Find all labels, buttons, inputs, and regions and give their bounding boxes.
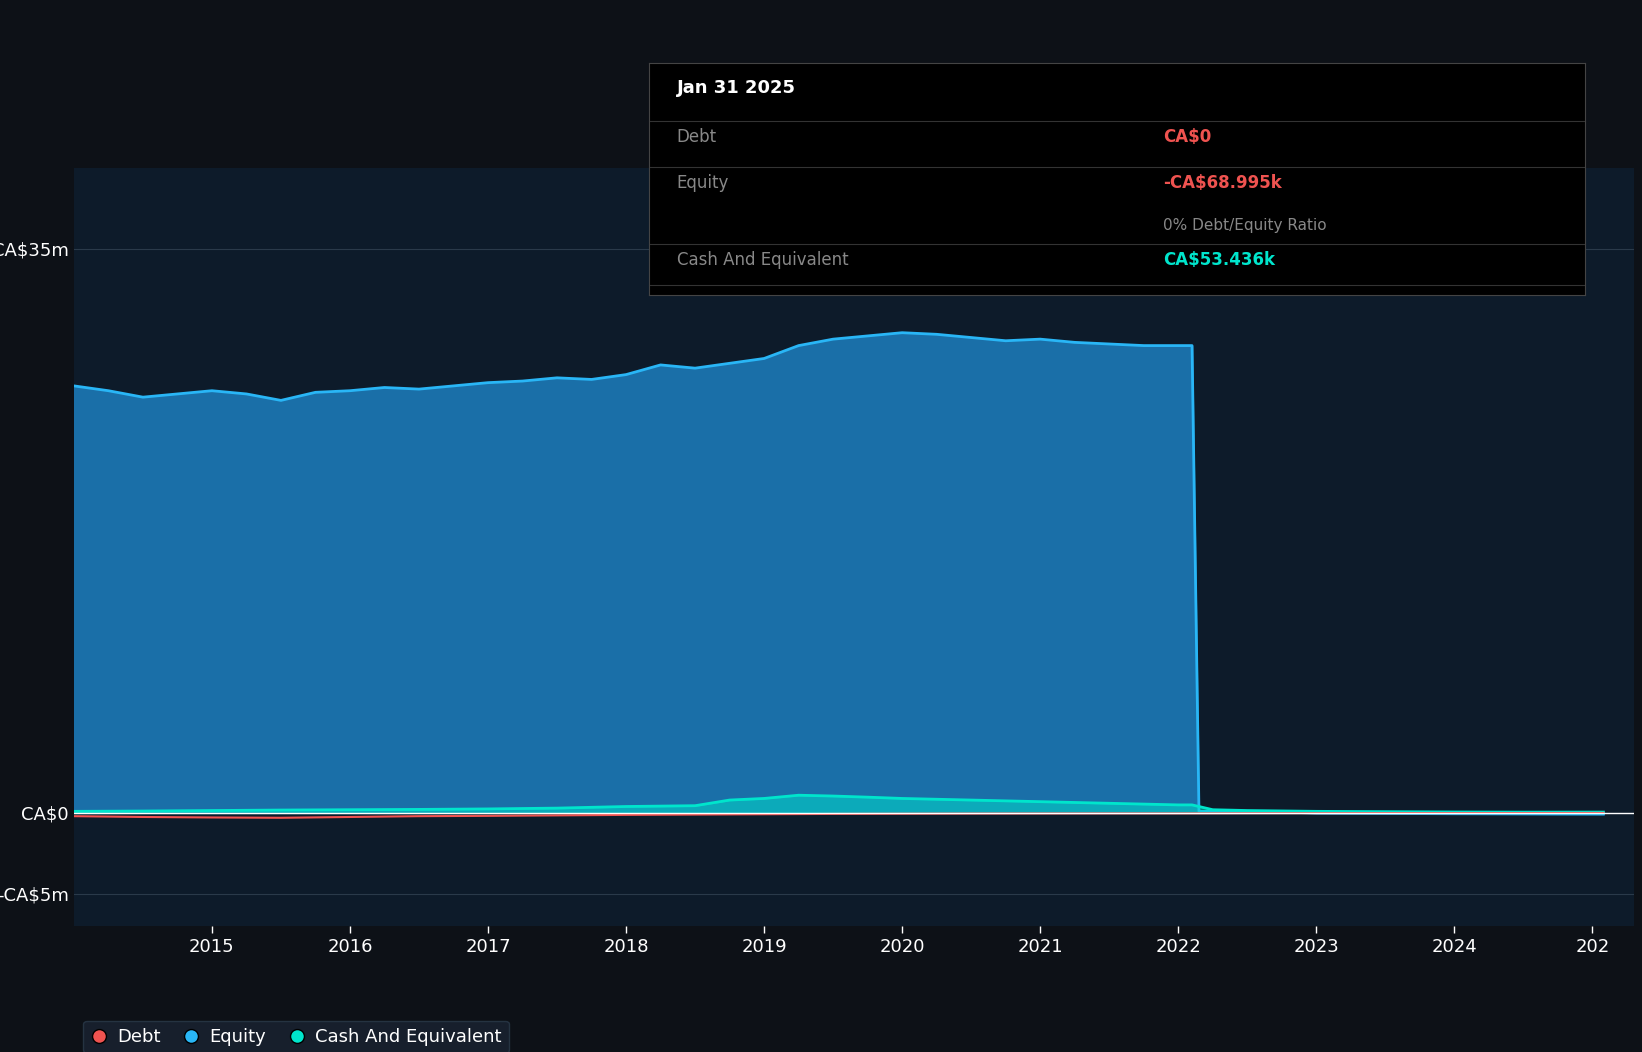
Text: -CA$68.995k: -CA$68.995k bbox=[1164, 175, 1282, 193]
Text: CA$0: CA$0 bbox=[1164, 128, 1212, 146]
Text: Jan 31 2025: Jan 31 2025 bbox=[677, 79, 796, 98]
Text: CA$53.436k: CA$53.436k bbox=[1164, 250, 1276, 268]
Text: Debt: Debt bbox=[677, 128, 718, 146]
Text: 0% Debt/Equity Ratio: 0% Debt/Equity Ratio bbox=[1164, 218, 1327, 234]
Legend: Debt, Equity, Cash And Equivalent: Debt, Equity, Cash And Equivalent bbox=[82, 1020, 509, 1052]
Text: Equity: Equity bbox=[677, 175, 729, 193]
Text: Cash And Equivalent: Cash And Equivalent bbox=[677, 250, 849, 268]
